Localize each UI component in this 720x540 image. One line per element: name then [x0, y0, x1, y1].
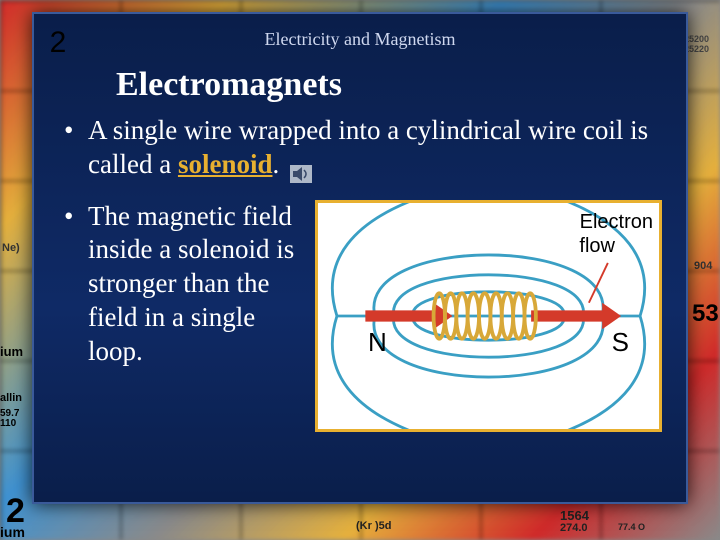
bullet-1-pre: A single wire wrapped into a cylindrical… [88, 115, 648, 179]
slide-frame: 2 Electricity and Magnetism Electromagne… [32, 12, 688, 504]
section-number: 2 [34, 18, 82, 60]
bullet-1-text: A single wire wrapped into a cylindrical… [88, 114, 662, 182]
bullet-2-text: The magnetic field inside a solenoid is … [88, 200, 299, 432]
bullet-dot: • [64, 200, 88, 432]
label-north: N [368, 327, 387, 358]
bullet-2: • The magnetic field inside a solenoid i… [64, 200, 299, 432]
solenoid-figure: Electron flow N S [315, 200, 662, 432]
label-south: S [612, 327, 629, 358]
slide-header: 2 Electricity and Magnetism [34, 14, 686, 60]
content-row-2: • The magnetic field inside a solenoid i… [34, 200, 686, 432]
slide-content: • A single wire wrapped into a cylindric… [34, 104, 686, 182]
bullet-1: • A single wire wrapped into a cylindric… [64, 114, 662, 182]
term-solenoid: solenoid [178, 149, 273, 179]
speaker-icon[interactable] [290, 158, 312, 176]
label-flow: flow [579, 235, 615, 258]
label-electron: Electron [580, 211, 653, 234]
chapter-title: Electricity and Magnetism [82, 29, 686, 50]
bullet-dot: • [64, 114, 88, 182]
bullet-1-post: . [272, 149, 279, 179]
slide-title: Electromagnets [34, 60, 686, 104]
